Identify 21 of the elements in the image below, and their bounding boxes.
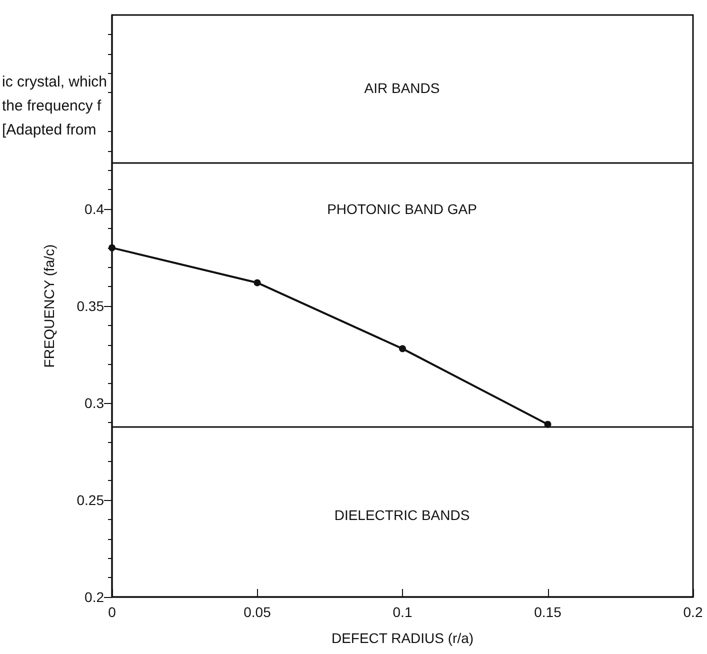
y-tick-label: 0.2	[84, 589, 104, 605]
x-tick-label: 0.1	[392, 604, 412, 620]
x-tick-label: 0	[108, 604, 116, 620]
text: [Adapted from	[2, 122, 96, 138]
y-axis-title: FREQUENCY (fa/c)	[41, 244, 57, 368]
x-tick-label: 0.05	[244, 604, 272, 620]
x-tick-label: 0.2	[683, 604, 703, 620]
text: the frequency f	[2, 98, 102, 114]
point	[254, 279, 261, 286]
annotation: AIR BANDS	[364, 80, 440, 96]
x-tick-label: 0.15	[534, 604, 562, 620]
annotation: PHOTONIC BAND GAP	[327, 201, 477, 217]
point	[544, 420, 552, 428]
text: ic crystal, which	[2, 74, 108, 90]
point	[399, 345, 406, 352]
y-tick-label: 0.3	[84, 395, 104, 411]
annotation: DIELECTRIC BANDS	[334, 507, 470, 523]
y-tick-label: 0.25	[76, 492, 104, 508]
x-axis-title: DEFECT RADIUS (r/a)	[331, 630, 474, 646]
y-tick-label: 0.4	[84, 201, 104, 217]
y-tick-label: 0.35	[76, 298, 104, 314]
